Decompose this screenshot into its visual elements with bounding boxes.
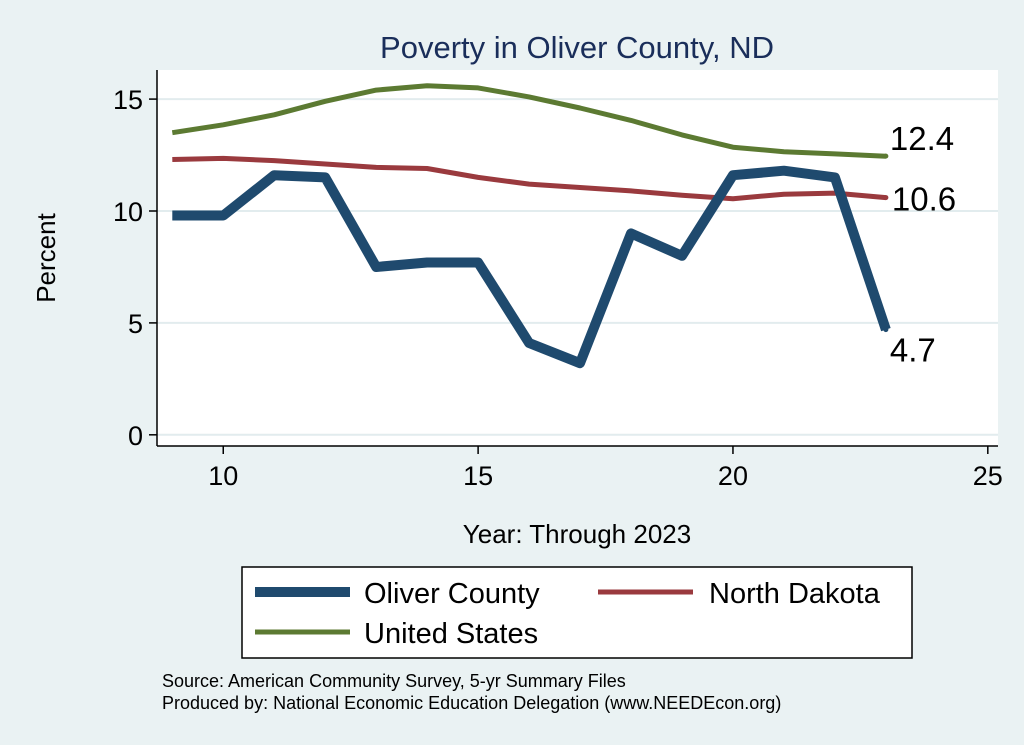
series-endpoint-north-dakota: [883, 195, 889, 201]
series-layer: [171, 83, 891, 369]
x-axis-title: Year: Through 2023: [463, 519, 691, 549]
series-endpoint-united-states: [883, 153, 889, 159]
legend-box: [241, 566, 913, 659]
end-label-oliver-county: 4.7: [890, 332, 936, 369]
end-label-north-dakota: 10.6: [892, 181, 956, 218]
x-tick-label-10: 10: [208, 461, 238, 491]
end-labels: 4.7 10.6 12.4: [890, 120, 956, 368]
series-line-united-states: [171, 83, 887, 159]
legend-label-united-states: United States: [364, 618, 538, 650]
y-axis-title: Percent: [31, 212, 61, 302]
legend-label-oliver-county: Oliver County: [364, 578, 540, 610]
source-note: Source: American Community Survey, 5-yr …: [162, 671, 626, 691]
plot-area: [157, 70, 998, 446]
x-tick-label-25: 25: [973, 461, 1003, 491]
legend-label-north-dakota: North Dakota: [709, 578, 881, 610]
end-label-united-states: 12.4: [890, 120, 954, 157]
grid-lines: [157, 98, 998, 436]
legend-item-north-dakota: North Dakota: [598, 578, 881, 610]
y-tick-label-0: 0: [128, 421, 143, 451]
y-tick-label-15: 15: [113, 85, 143, 115]
x-tick-label-15: 15: [463, 461, 493, 491]
x-ticks: 10 15 20 25: [208, 446, 1003, 491]
y-tick-label-10: 10: [113, 197, 143, 227]
y-ticks: 0 5 10 15: [113, 85, 157, 451]
legend-item-oliver-county: Oliver County: [255, 578, 540, 610]
x-tick-label-20: 20: [718, 461, 748, 491]
series-line-oliver-county: [172, 165, 891, 369]
y-tick-label-5: 5: [128, 309, 143, 339]
series-endpoint-oliver-county: [883, 327, 889, 333]
legend-item-united-states: United States: [255, 618, 538, 650]
chart-title: Poverty in Oliver County, ND: [380, 30, 774, 65]
series-line-north-dakota: [172, 155, 887, 202]
produced-by-note: Produced by: National Economic Education…: [162, 693, 781, 713]
